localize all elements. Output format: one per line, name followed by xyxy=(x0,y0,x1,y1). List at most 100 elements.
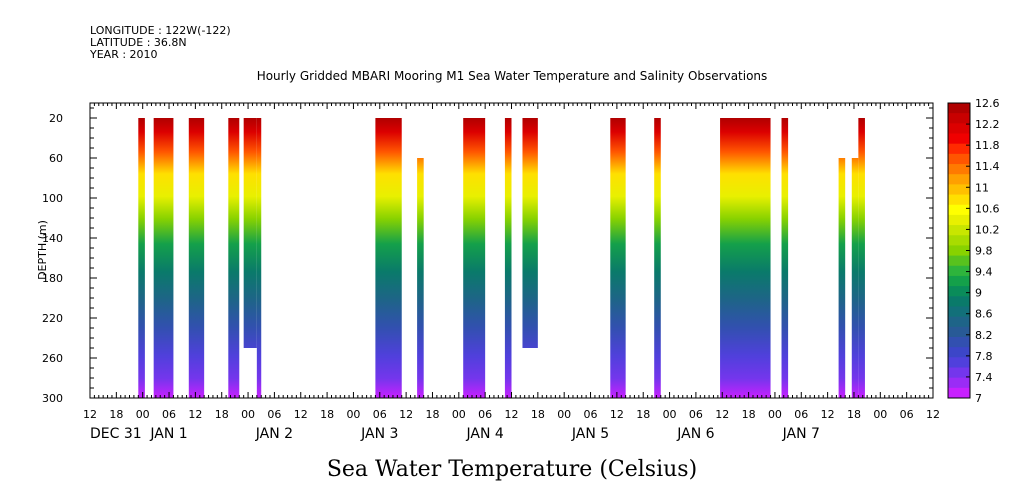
x-day-labels: DEC 31 JAN 1 JAN 2 JAN 3 JAN 4 JAN 5 JAN 6 JAN … xyxy=(90,426,820,442)
data-segment xyxy=(522,118,538,348)
colorbar-swatch xyxy=(948,103,970,114)
x-hour-label: 18 xyxy=(215,408,229,421)
x-hour-label: 12 xyxy=(83,408,97,421)
x-hour-label: 18 xyxy=(636,408,650,421)
colorbar-swatch xyxy=(948,357,970,368)
x-hour-label: 06 xyxy=(794,408,808,421)
colorbar-swatch xyxy=(948,245,970,257)
colorbar-label: 8.6 xyxy=(975,308,993,321)
x-day-label: JAN 5 xyxy=(571,426,609,442)
colorbar-label: 9.8 xyxy=(975,245,993,258)
year-label: YEAR : 2010 xyxy=(90,48,158,61)
x-hour-label: 18 xyxy=(109,408,123,421)
x-hour-label: 12 xyxy=(715,408,729,421)
colorbar-swatch xyxy=(948,286,970,297)
x-day-label: JAN 6 xyxy=(676,426,714,442)
colorbar-label: 7.8 xyxy=(975,350,993,363)
colorbar-swatch xyxy=(948,367,970,379)
axis-ticks xyxy=(89,103,934,399)
colorbar-label: 10.2 xyxy=(975,223,1000,236)
x-hour-label: 12 xyxy=(821,408,835,421)
x-hour-label: 12 xyxy=(294,408,308,421)
data-segment xyxy=(781,118,789,398)
x-day-label: JAN 4 xyxy=(466,426,504,442)
colorbar-label: 11.4 xyxy=(975,160,1000,173)
y-tick-labels: 20 60 100 140 180 220 260 300 xyxy=(42,112,63,405)
data-segment xyxy=(228,118,240,398)
colorbar-label: 9 xyxy=(975,287,982,300)
x-day-label: JAN 3 xyxy=(360,426,398,442)
data-segment xyxy=(504,118,512,398)
colorbar-label: 9.4 xyxy=(975,266,993,279)
colorbar-swatch xyxy=(948,204,970,216)
data-segment xyxy=(858,118,865,398)
colorbar-label: 8.2 xyxy=(975,329,993,342)
x-hour-label: 12 xyxy=(926,408,940,421)
x-hour-label: 12 xyxy=(188,408,202,421)
data-segment xyxy=(188,118,205,398)
y-tick-label: 220 xyxy=(42,312,63,325)
longitude-label: LONGITUDE : 122W(-122) xyxy=(90,24,231,37)
x-hour-label: 00 xyxy=(663,408,677,421)
y-tick-label: 180 xyxy=(42,272,63,285)
x-hour-label: 06 xyxy=(900,408,914,421)
data-segment xyxy=(375,118,402,398)
colorbar-swatch xyxy=(948,255,970,267)
colorbar-swatch xyxy=(948,387,970,399)
x-hour-label: 06 xyxy=(478,408,492,421)
data-segment xyxy=(138,118,145,398)
data-segment xyxy=(256,118,262,398)
x-hour-label: 00 xyxy=(768,408,782,421)
colorbar-swatch xyxy=(948,133,970,145)
latitude-label: LATITUDE : 36.8N xyxy=(90,36,187,49)
x-hour-label: 00 xyxy=(873,408,887,421)
colorbar-swatch xyxy=(948,265,970,277)
x-hour-label: 12 xyxy=(399,408,413,421)
data-segment xyxy=(153,118,174,398)
x-hour-label: 06 xyxy=(584,408,598,421)
y-tick-label: 260 xyxy=(42,352,63,365)
chart-title: Hourly Gridded MBARI Mooring M1 Sea Wate… xyxy=(257,69,768,83)
x-day-label: JAN 7 xyxy=(782,426,820,442)
y-tick-label: 20 xyxy=(49,112,63,125)
colorbar-swatch xyxy=(948,347,970,358)
data-segments xyxy=(138,118,865,398)
colorbar-swatch xyxy=(948,143,970,155)
x-day-label: JAN 2 xyxy=(255,426,293,442)
colorbar-label: 11 xyxy=(975,181,989,194)
x-hour-label: 18 xyxy=(847,408,861,421)
x-hour-label: 06 xyxy=(373,408,387,421)
data-segment xyxy=(610,118,626,398)
data-segment xyxy=(463,118,486,398)
x-hour-label: 18 xyxy=(742,408,756,421)
x-hour-label: 06 xyxy=(689,408,703,421)
data-segment xyxy=(838,158,846,398)
colorbar-swatch xyxy=(948,306,970,318)
x-hour-label: 18 xyxy=(531,408,545,421)
colorbar-label: 10.6 xyxy=(975,202,1000,215)
x-hour-labels: 12 18 00 06 12 18 00 06 12 18 00 06 12 18 00 06 12 18 00 06… xyxy=(83,408,940,421)
colorbar-swatch xyxy=(948,194,970,206)
colorbar-swatch xyxy=(948,164,970,175)
colorbar-swatch xyxy=(948,296,970,307)
colorbar-swatch xyxy=(948,174,970,185)
colorbar-swatch xyxy=(948,275,970,287)
colorbar: 12.6 12.2 11.8 11.4 11 10.6 10.2 9.8 9.4 9 8.6 8.2 7… xyxy=(947,97,1000,405)
colorbar-swatch xyxy=(948,377,970,389)
x-hour-label: 06 xyxy=(267,408,281,421)
x-day-label: DEC 31 xyxy=(90,426,142,442)
y-tick-label: 100 xyxy=(42,192,63,205)
data-segment xyxy=(417,158,424,398)
y-tick-label: 300 xyxy=(42,392,63,405)
x-hour-label: 00 xyxy=(241,408,255,421)
colorbar-swatch xyxy=(948,336,970,348)
colorbar-swatch xyxy=(948,326,970,338)
x-day-label: JAN 1 xyxy=(149,426,187,442)
x-hour-label: 18 xyxy=(425,408,439,421)
y-tick-label: 60 xyxy=(49,152,63,165)
data-segment xyxy=(720,118,771,398)
colorbar-swatch xyxy=(948,214,970,226)
colorbar-label: 7 xyxy=(975,392,982,405)
data-segment xyxy=(851,158,859,398)
